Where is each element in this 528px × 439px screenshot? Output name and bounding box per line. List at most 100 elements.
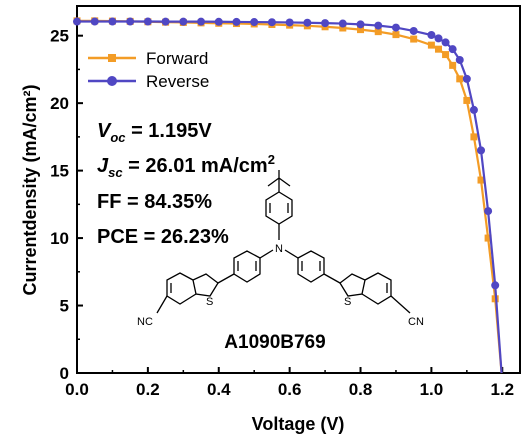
data-point: [469, 105, 478, 114]
y-tick-labels: 0 5 10 15 20 25: [50, 27, 69, 383]
x-tick-label: 0.0: [65, 380, 89, 399]
legend-forward-label: Forward: [146, 49, 208, 68]
data-point: [232, 17, 241, 26]
data-point: [179, 17, 188, 26]
data-point: [477, 176, 485, 184]
y-tick-label: 5: [60, 297, 69, 316]
data-point: [321, 19, 330, 28]
top-phenyl-ring: [265, 191, 293, 225]
data-point: [339, 24, 347, 32]
y-tick-label: 25: [50, 27, 69, 46]
data-point: [427, 31, 436, 40]
data-point: [427, 41, 435, 49]
left-thiophene-ring: [192, 273, 219, 297]
right-cyano-label: CN: [408, 316, 424, 328]
x-tick-label: 0.8: [349, 380, 373, 399]
data-point: [197, 17, 206, 26]
plot-frame: [76, 5, 521, 374]
legend-forward-marker: [108, 54, 116, 62]
jsc-annotation: Jsc = 26.01 mA/cm2: [97, 152, 275, 180]
data-point: [126, 17, 135, 26]
data-point: [409, 26, 418, 35]
pce-annotation: PCE = 26.23%: [97, 226, 229, 248]
legend-reverse-label: Reverse: [146, 72, 209, 91]
data-point: [455, 55, 464, 64]
y-tick-label: 0: [60, 364, 69, 383]
x-axis-title: Voltage (V): [252, 414, 345, 434]
series-reverse: [73, 17, 503, 374]
jsc-subscript: sc: [108, 165, 123, 180]
data-point: [449, 61, 457, 69]
data-point: [448, 45, 457, 54]
legend: Forward Reverse: [88, 49, 209, 91]
voc-value: = 1.195V: [126, 120, 213, 142]
data-point: [250, 18, 259, 27]
data-point: [463, 96, 471, 104]
x-tick-label: 1.0: [420, 380, 444, 399]
data-point: [374, 21, 383, 30]
data-point: [442, 51, 450, 59]
y-tick-label: 15: [50, 162, 69, 181]
data-point: [143, 17, 152, 26]
data-point: [303, 18, 312, 27]
n-bonds: [259, 249, 299, 259]
data-point: [441, 38, 450, 47]
data-point: [391, 23, 400, 32]
tbutyl-group: [267, 170, 291, 192]
data-point: [470, 133, 478, 141]
series-layer: [73, 17, 503, 374]
data-point: [338, 19, 347, 28]
data-point: [456, 75, 464, 83]
data-point: [90, 17, 99, 26]
data-point: [462, 74, 471, 83]
x-tick-label: 0.6: [278, 380, 302, 399]
data-point: [73, 17, 81, 26]
data-point: [434, 45, 442, 53]
legend-reverse-marker: [107, 76, 117, 86]
y-axis-title: Currentdensity (mA/cm²): [20, 84, 40, 295]
bond-right-link: [323, 273, 341, 284]
data-point: [267, 18, 276, 27]
data-point: [410, 35, 418, 43]
jsc-symbol: J: [97, 155, 109, 177]
data-point: [285, 18, 294, 27]
molecule-structure: [156, 170, 411, 314]
y-tick-label: 20: [50, 94, 69, 113]
data-point: [214, 17, 223, 26]
right-cyano-bond: [390, 295, 411, 314]
data-point: [392, 31, 400, 39]
right-phenyl-ring: [297, 250, 325, 283]
bond-left-link: [217, 273, 235, 284]
left-benzo-ring: [166, 272, 197, 305]
right-benzo-ring: [361, 272, 392, 305]
data-point: [484, 234, 492, 242]
x-tick-label: 0.4: [207, 380, 231, 399]
jsc-value: = 26.01 mA/cm: [123, 155, 268, 177]
data-point: [484, 207, 493, 216]
data-point: [161, 17, 170, 26]
data-point: [477, 146, 486, 155]
nitrogen-label: N: [275, 243, 283, 255]
pv-metrics: Voc = 1.195V Jsc = 26.01 mA/cm2 FF = 84.…: [97, 120, 275, 248]
molecule-name: A1090B769: [224, 332, 325, 353]
x-tick-label: 0.2: [136, 380, 160, 399]
x-tick-label: 1.2: [490, 380, 514, 399]
data-point: [374, 28, 382, 36]
jsc-superscript: 2: [268, 152, 275, 167]
right-sulfur-label: S: [344, 296, 351, 308]
voc-annotation: Voc = 1.195V: [97, 120, 212, 145]
x-tick-labels: 0.0 0.2 0.4 0.6 0.8 1.0 1.2: [65, 380, 514, 399]
voc-subscript: oc: [110, 130, 126, 145]
data-point: [434, 34, 443, 43]
data-point: [491, 281, 500, 290]
data-point: [108, 17, 117, 26]
left-phenyl-ring: [233, 250, 261, 283]
voc-symbol: V: [97, 120, 112, 142]
data-point: [356, 20, 365, 29]
right-thiophene-ring: [339, 273, 366, 297]
left-sulfur-label: S: [206, 296, 213, 308]
left-cyano-bond: [156, 295, 168, 314]
ff-annotation: FF = 84.35%: [97, 191, 212, 213]
y-tick-label: 10: [50, 229, 69, 248]
